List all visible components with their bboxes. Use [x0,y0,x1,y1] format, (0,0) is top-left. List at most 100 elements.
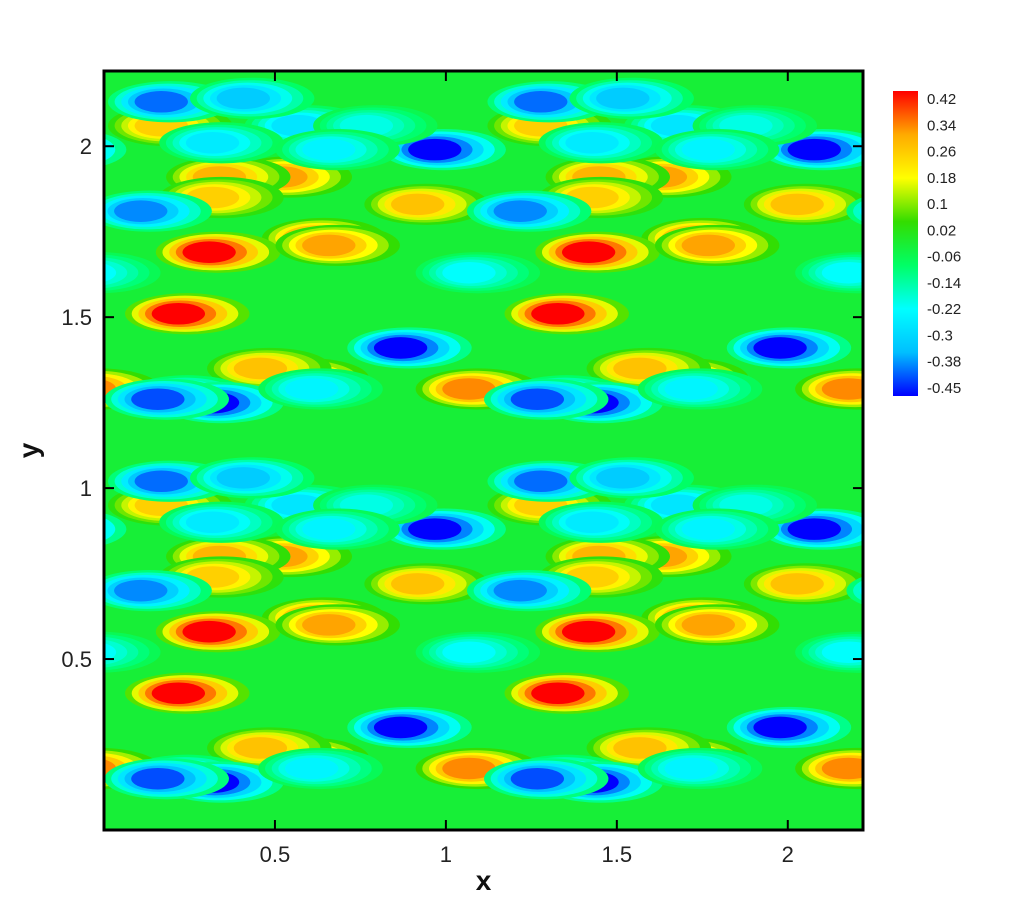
field-feature [285,757,339,780]
field-feature [185,511,240,534]
field-feature [613,737,667,759]
field-feature [134,91,188,113]
field-feature [493,579,547,602]
colorbar-label: 0.1 [927,196,948,213]
field-feature [596,87,650,110]
field-feature [302,518,356,540]
field-feature [596,467,650,489]
field-feature [664,378,718,400]
y-axis-title: y [13,442,44,458]
field-feature [853,580,863,602]
field-feature [182,241,236,263]
field-feature [373,716,428,739]
field-feature [493,200,547,222]
field-feature [442,757,496,780]
field-feature [821,641,863,663]
field-feature [770,573,824,595]
field-feature [185,132,240,154]
field-feature [514,470,568,493]
field-feature [565,132,619,154]
field-feature [531,302,585,325]
field-feature [561,620,616,643]
field-feature [233,357,288,380]
x-axis: 0.5 1 1.5 2 [260,71,794,867]
field-feature [565,511,619,534]
field-feature [681,614,735,636]
colorbar-label: 0.02 [927,222,956,239]
colorbar-label: -0.45 [927,380,961,397]
field-feature [787,138,841,161]
field-feature [233,737,288,759]
field-feature [681,518,735,540]
colorbar-label: 0.26 [927,144,956,161]
field-feature [302,614,356,636]
colorbar-label: 0.18 [927,170,956,187]
y-tick-label: 1 [80,476,92,501]
x-tick-label: 0.5 [260,842,291,867]
field-feature [664,757,718,780]
field-feature [151,302,206,325]
field-feature [681,234,735,257]
field-feature [302,138,356,161]
field-feature [104,517,116,541]
field-feature [408,518,462,540]
field-feature [131,388,185,410]
y-tick-label: 1.5 [61,305,92,330]
x-tick-label: 2 [782,842,794,867]
field-feature [151,682,206,705]
plot-frame [102,69,865,832]
colorbar-gradient [893,91,918,396]
field-feature [104,138,116,161]
colorbar: 0.42 0.34 0.26 0.18 0.1 0.02 -0.06 -0.14 -0.22 -0… [893,91,961,397]
y-tick-label: 0.5 [61,647,92,672]
field-feature [182,620,236,643]
field-feature [510,388,565,410]
field-feature [285,378,339,400]
field-feature [104,263,117,282]
field-feature [681,138,735,161]
field-feature [131,767,185,790]
field-feature [561,241,616,263]
field-feature [531,682,585,705]
field-feature [770,193,824,216]
colorbar-label: 0.42 [927,91,956,108]
colorbar-label: -0.22 [927,301,961,318]
x-tick-label: 1 [440,842,452,867]
field-feature [391,573,445,595]
field-feature [216,87,270,110]
field-feature [134,470,188,493]
field-feature [613,357,667,380]
field-feature [302,234,356,257]
x-tick-label: 1.5 [602,842,633,867]
colorbar-label: -0.38 [927,354,961,371]
field-feature [821,261,863,284]
field-feature [442,261,496,284]
field-feature [514,91,568,113]
field-feature [753,716,807,739]
colorbar-label: -0.06 [927,249,961,266]
colorbar-label: -0.3 [927,327,953,344]
y-axis: 0.5 1 1.5 2 [61,134,863,672]
field-feature [408,138,462,161]
colorbar-labels: 0.42 0.34 0.26 0.18 0.1 0.02 -0.06 -0.14 -0.22 -0… [927,91,961,397]
field-feature [373,337,428,359]
field-feature [821,757,863,780]
field-feature [114,200,168,222]
field-feature [104,643,117,662]
field-feature [853,200,863,222]
field-feature [114,579,168,602]
x-axis-title: x [476,865,492,896]
field-feature [821,378,863,400]
colorbar-label: -0.14 [927,275,961,292]
field-feature [787,518,841,540]
field-feature [442,378,496,400]
colorbar-label: 0.34 [927,117,956,134]
field-feature [391,193,445,216]
field-feature [510,767,565,790]
y-tick-label: 2 [80,134,92,159]
field-feature [442,641,496,663]
field-feature [216,467,270,489]
field-feature [753,337,807,359]
